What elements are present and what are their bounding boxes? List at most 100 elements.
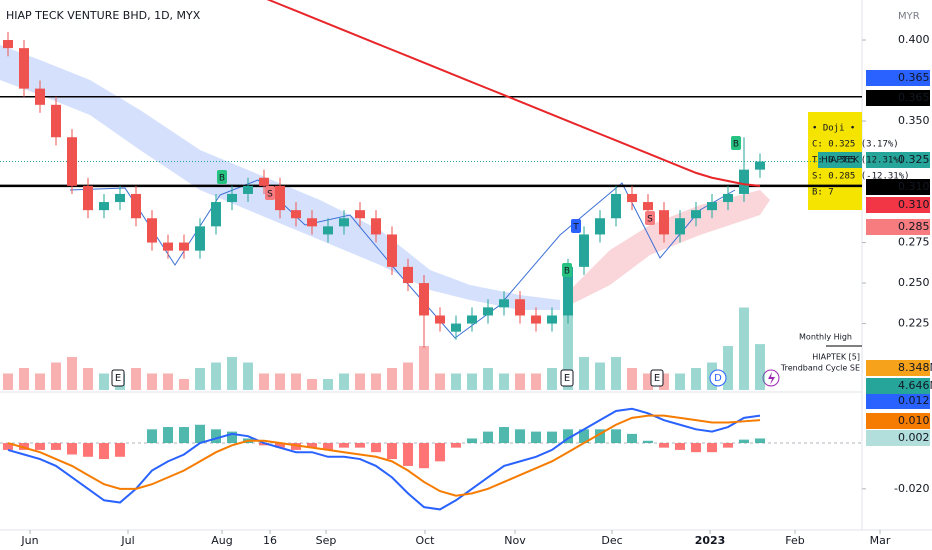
macd-histogram [467,438,477,444]
candle-body [723,193,733,203]
macd-histogram [595,429,605,444]
candle-body [227,193,237,203]
macd-tick-label: -0.020 [894,482,929,495]
volume-bar [51,362,61,390]
volume-bar [643,373,653,390]
volume-bar [355,373,365,390]
volume-bar [67,357,77,390]
candle-body [179,242,189,251]
volume-bar [195,368,205,390]
macd-histogram [691,443,701,453]
x-tick-label: 2023 [695,534,726,547]
volume-bar [339,373,349,390]
y-tick-label: 0.225 [898,317,930,330]
signal-label: S [267,190,273,200]
signal-badge [217,170,227,184]
signal-badge [645,211,655,225]
volume-bar [627,368,637,390]
candle-body [579,234,589,267]
volume-bar [83,368,93,390]
candle-body [355,210,365,219]
price-label-box [866,197,930,213]
candle-body [499,299,509,308]
event-badge [650,369,664,387]
candle-body [435,315,445,324]
candle-body [547,315,557,324]
price-label-box [866,152,930,168]
x-tick-label: Jul [120,534,134,547]
volume-bar [179,379,189,390]
x-tick-label: Oct [415,534,435,547]
candle-body [755,161,765,170]
currency: MYR [898,11,920,22]
macd-histogram [387,443,397,460]
macd-histogram [3,443,13,450]
x-tick-label: Sep [316,534,337,547]
macd-histogram [419,443,429,469]
macd-histogram [307,443,317,448]
x-tick-label: Mar [870,534,891,547]
volume-bar [755,344,765,390]
macd-histogram [675,443,685,450]
macd-histogram [755,438,765,444]
macd-histogram [179,427,189,444]
volume-bar [579,357,589,390]
volume-bar [243,362,253,390]
signal-label: B [564,267,570,277]
candle-body [51,104,61,138]
signal-label: B [733,140,739,150]
y-tick-label: 0.400 [898,33,930,46]
macd-histogram [195,424,205,444]
tooltip-line: B: 7 [812,188,834,198]
macd-histogram [147,429,157,444]
volume-bar [467,373,477,390]
candle-body [387,234,397,267]
tooltip-line: C: 0.325 (3.17%) [812,140,899,150]
macd-histogram [659,443,669,448]
candle-body [323,226,333,235]
volume-bar [387,368,397,390]
lightning [768,372,775,385]
volume-label-box [866,360,930,376]
candle-body [115,193,125,203]
macd-histogram [19,443,29,450]
event-badge [709,369,727,387]
volume-bar [35,373,45,390]
price-label-box [866,219,930,235]
candle-body [163,242,173,251]
candle-body [531,315,541,324]
volume-bar [275,373,285,390]
price-label: 0.285 [898,220,930,233]
price-label-box [866,70,930,86]
candle-body [675,218,685,235]
volume-bar [259,373,269,390]
macd-histogram [611,429,621,444]
macd-histogram [355,443,365,448]
macd-histogram [483,431,493,444]
x-tick-label: Dec [601,534,622,547]
volume-bar [659,373,669,390]
macd-histogram [115,443,125,457]
candle-body [291,210,301,219]
candle-body [627,193,637,203]
candle-body [611,193,621,219]
macd-histogram [435,443,445,462]
signal-label: T [572,223,579,233]
macd-histogram [51,443,61,450]
candle-body [691,210,701,219]
y-tick-label: 0.250 [898,276,930,289]
macd-histogram [499,427,509,444]
macd-histogram [723,443,733,448]
y-tick-label: 0.350 [898,114,930,127]
candle-body [67,137,77,186]
signal-line [7,414,761,497]
macd-histogram [547,431,557,444]
signal-label: S [647,215,653,225]
price-label: 0.365 [898,71,930,84]
x-tick-label: Aug [211,534,232,547]
zigzag [69,179,736,339]
macd-histogram [739,439,749,444]
signal-badge [731,136,741,150]
